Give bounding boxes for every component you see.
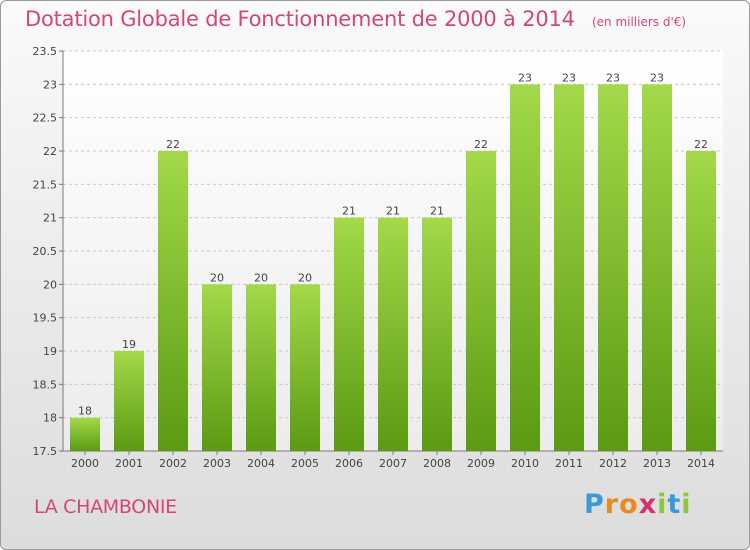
bar-value-label: 21: [342, 205, 356, 218]
y-tick-label: 18: [43, 412, 57, 425]
bar-value-label: 22: [166, 138, 180, 151]
bar-value-label: 23: [650, 71, 664, 84]
y-tick-label: 19: [43, 345, 57, 358]
y-tick-label: 18.5: [33, 378, 58, 391]
bar-value-label: 18: [78, 405, 92, 418]
bar-value-label: 23: [518, 71, 532, 84]
x-tick-label: 2012: [599, 457, 627, 470]
bar-value-label: 19: [122, 338, 136, 351]
bar: [598, 84, 628, 451]
x-tick-label: 2006: [335, 457, 363, 470]
y-tick-label: 23: [43, 78, 57, 91]
x-tick-label: 2005: [291, 457, 319, 470]
bar: [158, 151, 188, 451]
x-tick-label: 2000: [71, 457, 99, 470]
bar: [70, 417, 100, 451]
bar: [510, 84, 540, 451]
bar: [202, 284, 232, 451]
x-tick-label: 2009: [467, 457, 495, 470]
y-tick-label: 22: [43, 145, 57, 158]
x-tick-label: 2001: [115, 457, 143, 470]
bar: [554, 84, 584, 451]
bar: [290, 284, 320, 451]
bar: [686, 151, 716, 451]
logo-letter: i: [681, 489, 692, 520]
bar-value-label: 21: [430, 205, 444, 218]
y-tick-label: 20: [43, 278, 57, 291]
y-tick-label: 23.5: [33, 45, 58, 58]
bar: [378, 217, 408, 451]
bar-value-label: 23: [606, 71, 620, 84]
y-tick-label: 17.5: [33, 445, 58, 458]
bar: [114, 351, 144, 451]
bar-value-label: 22: [694, 138, 708, 151]
x-tick-label: 2004: [247, 457, 275, 470]
chart-title: Dotation Globale de Fonctionnement de 20…: [25, 7, 575, 31]
logo-letter: t: [667, 489, 682, 520]
bar: [642, 84, 672, 451]
bar-value-label: 20: [210, 271, 224, 284]
bar-value-label: 20: [298, 271, 312, 284]
y-tick-label: 21: [43, 212, 57, 225]
x-tick-label: 2010: [511, 457, 539, 470]
bar-value-label: 23: [562, 71, 576, 84]
bar-value-label: 20: [254, 271, 268, 284]
y-tick-label: 22.5: [33, 112, 58, 125]
logo-letter: r: [604, 489, 620, 520]
x-tick-label: 2013: [643, 457, 671, 470]
y-tick-label: 21.5: [33, 178, 58, 191]
x-tick-label: 2007: [379, 457, 407, 470]
logo-letter: o: [619, 489, 639, 520]
bar: [422, 217, 452, 451]
y-tick-label: 20.5: [33, 245, 58, 258]
chart-title-block: Dotation Globale de Fonctionnement de 20…: [25, 7, 686, 31]
x-tick-label: 2014: [687, 457, 715, 470]
commune-name: LA CHAMBONIE: [34, 496, 177, 518]
x-tick-label: 2008: [423, 457, 451, 470]
bar: [246, 284, 276, 451]
y-tick-label: 19.5: [33, 312, 58, 325]
bar-value-label: 22: [474, 138, 488, 151]
logo-letter: x: [638, 489, 658, 520]
x-tick-label: 2002: [159, 457, 187, 470]
x-tick-label: 2011: [555, 457, 583, 470]
logo-letter: i: [657, 489, 668, 520]
chart-subtitle: (en milliers d'€): [591, 15, 687, 29]
x-tick-label: 2003: [203, 457, 231, 470]
proxiti-logo: Proxiti: [584, 489, 692, 520]
bar: [466, 151, 496, 451]
logo-letter: P: [584, 489, 605, 520]
bar-value-label: 21: [386, 205, 400, 218]
bar: [334, 217, 364, 451]
